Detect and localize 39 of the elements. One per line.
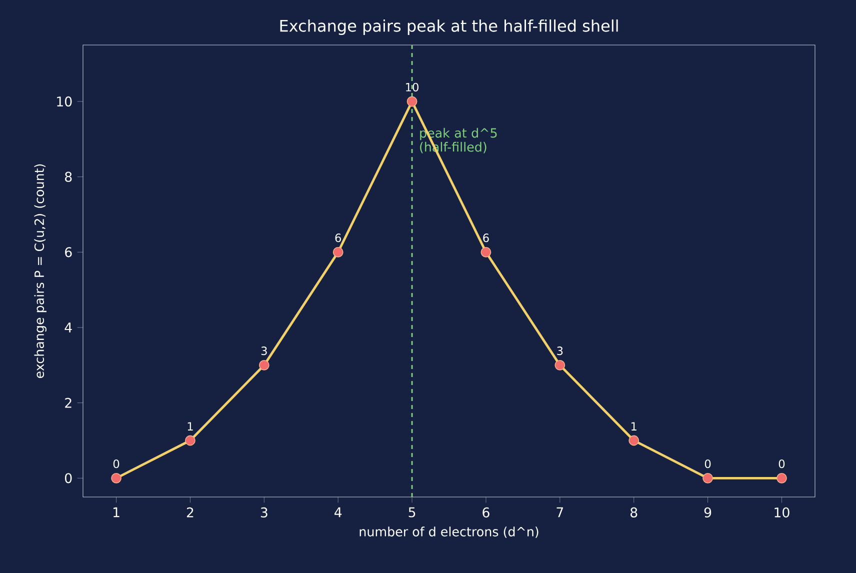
point bbox=[554, 360, 566, 370]
x-tick-label: 1 bbox=[113, 507, 120, 517]
point bbox=[480, 246, 492, 258]
data-label: 1 bbox=[631, 422, 636, 430]
y-tick-label: 0 bbox=[64, 472, 72, 484]
point bbox=[702, 472, 713, 484]
data-label: 0 bbox=[704, 459, 711, 468]
point bbox=[111, 472, 122, 484]
point bbox=[776, 472, 787, 484]
data-label: 10 bbox=[406, 82, 418, 92]
data-label: 6 bbox=[483, 233, 489, 242]
x-tick-label: 8 bbox=[630, 507, 638, 518]
y-tick-label: 10 bbox=[57, 96, 72, 106]
x-tick-label: 5 bbox=[408, 507, 416, 518]
y-tick-label: 4 bbox=[64, 322, 72, 332]
point bbox=[628, 435, 640, 446]
y-tick-label: 8 bbox=[65, 172, 72, 182]
x-tick-label: 2 bbox=[186, 507, 194, 518]
data-label: 0 bbox=[778, 459, 785, 468]
x-tick-label: 6 bbox=[482, 507, 490, 518]
y-tick-label: 6 bbox=[65, 246, 72, 258]
point bbox=[406, 96, 418, 107]
data-label: 3 bbox=[261, 346, 267, 355]
data-label: 1 bbox=[188, 422, 193, 430]
x-axis-title: number of d electrons (d^n) bbox=[360, 526, 538, 538]
y-tick-label: 2 bbox=[65, 398, 72, 408]
data-label: 0 bbox=[113, 459, 120, 468]
x-tick-label: 7 bbox=[556, 507, 564, 517]
data-label: 6 bbox=[335, 233, 341, 242]
point bbox=[332, 246, 344, 258]
x-tick-label: 10 bbox=[774, 507, 790, 518]
y-axis-title: exchange pairs P = C(u,2) (count) bbox=[34, 164, 46, 378]
x-tick-label: 3 bbox=[260, 507, 268, 518]
chart-title: Exchange pairs peak at the half-filled shell bbox=[280, 19, 618, 35]
point bbox=[185, 435, 196, 446]
x-tick-label: 9 bbox=[704, 507, 712, 518]
point bbox=[258, 360, 270, 370]
data-label: 3 bbox=[557, 346, 563, 355]
x-tick-label: 4 bbox=[334, 507, 342, 517]
